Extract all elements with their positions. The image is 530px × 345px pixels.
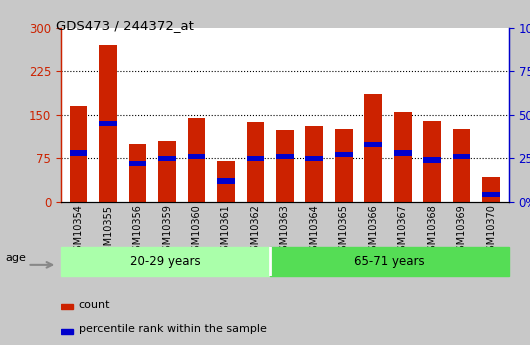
Bar [246,156,264,161]
Bar [365,142,382,147]
Bar [99,45,117,202]
Bar [394,112,412,202]
Bar [276,130,294,202]
Bar [305,156,323,161]
Bar [276,154,294,159]
Bar [61,329,74,334]
Bar [394,150,412,156]
Text: GDS473 / 244372_at: GDS473 / 244372_at [56,19,193,32]
Text: age: age [5,253,26,263]
Text: percentile rank within the sample: percentile rank within the sample [79,324,267,334]
Bar [246,122,264,202]
Bar [129,144,146,202]
Bar [423,157,441,162]
Bar [335,129,352,202]
Bar [61,247,270,276]
Text: 20-29 years: 20-29 years [130,255,201,268]
Text: 65-71 years: 65-71 years [354,255,425,268]
Bar [70,106,87,202]
Bar [482,177,500,202]
Bar [61,304,74,309]
Bar [99,121,117,126]
Bar [305,126,323,202]
Bar [335,152,352,157]
Bar [365,95,382,202]
Bar [158,141,176,202]
Bar [158,156,176,161]
Bar [270,247,509,276]
Text: count: count [79,300,110,310]
Bar [423,120,441,202]
Bar [453,129,471,202]
Bar [217,161,235,202]
Bar [482,192,500,197]
Bar [217,178,235,184]
Bar [188,154,205,159]
Bar [70,150,87,156]
Bar [188,118,205,202]
Bar [129,161,146,166]
Bar [453,154,471,159]
